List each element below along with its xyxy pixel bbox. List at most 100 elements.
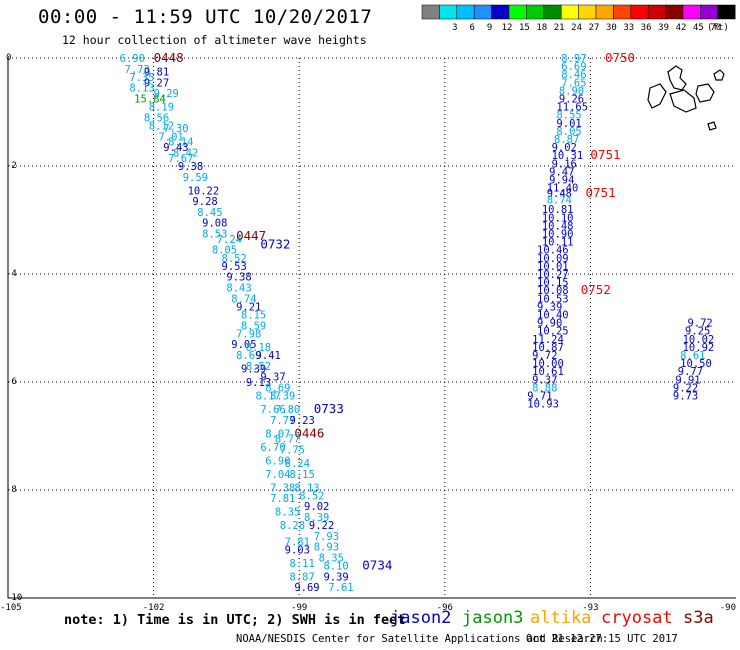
- wave-height-label: 9.43: [163, 142, 188, 154]
- wave-height-label: 9.25: [685, 326, 710, 338]
- wave-height-label: 15.84: [134, 94, 166, 106]
- wave-height-label: 7.81: [270, 493, 295, 505]
- y-tick-label: -2: [6, 161, 17, 171]
- chart-subtitle: 12 hour collection of altimeter wave hei…: [62, 33, 367, 47]
- wave-height-label: 7.24: [217, 234, 242, 246]
- color-bin-label: 45: [693, 23, 704, 33]
- pass-time-label: 0751: [590, 147, 620, 162]
- y-tick-label: 0: [6, 53, 11, 63]
- x-tick-label: -102: [143, 603, 165, 613]
- wave-height-label: 10.87: [532, 342, 564, 354]
- wave-height-label: 8.39: [304, 512, 329, 524]
- color-bin-label: 70: [710, 23, 721, 33]
- wave-height-label: 8.10: [323, 561, 348, 573]
- color-bin: [717, 4, 736, 20]
- x-tick-label: -96: [437, 603, 453, 613]
- wave-height-label: 9.59: [183, 172, 208, 184]
- wave-height-label: 9.41: [256, 350, 281, 362]
- galapagos-island: [667, 65, 687, 91]
- wave-height-label: 7.66: [260, 404, 285, 416]
- wave-height-label: 11.65: [556, 102, 588, 114]
- legend-cryosat: cryosat: [601, 608, 673, 628]
- wave-height-label: 8.05: [556, 126, 581, 138]
- wave-height-label: 8.15: [289, 469, 314, 481]
- wave-height-label: 10.50: [680, 358, 712, 370]
- color-bin-label: 30: [606, 23, 617, 33]
- wave-height-label: 8.69: [236, 350, 261, 362]
- wave-height-label: 10.00: [532, 358, 564, 370]
- color-bin: [682, 4, 701, 20]
- wave-height-label: 8.12: [149, 121, 174, 133]
- pass-time-label: 0752: [581, 282, 611, 297]
- wave-height-label: 8.74: [547, 194, 572, 206]
- color-bin: [526, 4, 545, 20]
- wave-height-label: 9.05: [231, 339, 256, 351]
- wave-height-label: 8.19: [149, 102, 174, 114]
- color-bin-label: 15: [519, 23, 530, 33]
- legend-jason2: jason2: [390, 608, 452, 628]
- wave-height-label: 6.90: [265, 455, 290, 467]
- pass-time-label: 0734: [362, 558, 392, 573]
- axis-tick-labels: -105 -102 -99 -96 -93 -90 0 -2 -4 -6 -8 -10: [0, 53, 736, 613]
- legend-s3a: s3a: [683, 608, 714, 628]
- color-bin: [560, 4, 579, 20]
- wave-height-label: 10.93: [527, 399, 559, 411]
- wave-height-label: 8.74: [231, 293, 256, 305]
- coastline-map: [647, 65, 725, 131]
- wave-height-label: 10.31: [552, 150, 584, 162]
- wave-height-label: 9.37: [260, 372, 285, 384]
- wave-height-label: 10.09: [537, 253, 569, 265]
- pass-time-label: 0448: [154, 50, 184, 65]
- wave-height-label: 8.15: [241, 310, 266, 322]
- note-text: note: 1) Time is in UTC; 2) SWH is in fe…: [64, 612, 406, 628]
- wave-height-label: 9.73: [673, 391, 698, 403]
- wave-height-label: 8.18: [246, 342, 271, 354]
- wave-height-label: 8.90: [559, 85, 584, 97]
- grid-lines: [8, 57, 736, 598]
- color-bin: [665, 4, 684, 20]
- wave-height-label: 10.61: [532, 366, 564, 378]
- wave-height-label: 8.88: [532, 382, 557, 394]
- wave-height-label: 8.13: [294, 482, 319, 494]
- wave-height-label: 9.39: [241, 364, 266, 376]
- wave-height-label: 8.61: [680, 350, 705, 362]
- color-bin-label: 27: [589, 23, 600, 33]
- wave-height-label: 10.48: [542, 220, 574, 232]
- wave-height-label: 6.90: [120, 53, 145, 65]
- chart-title: 00:00 - 11:59 UTC 10/20/2017: [38, 6, 373, 28]
- color-bin-label: 39: [658, 23, 669, 33]
- wave-height-label: 7.67: [168, 153, 193, 165]
- wave-height-label: 9.53: [222, 261, 247, 273]
- color-bin: [700, 4, 719, 20]
- y-tick-label: -8: [6, 485, 17, 495]
- footer-credit: NOAA/NESDIS Center for Satellite Applica…: [236, 633, 603, 645]
- color-bin-label: 6: [469, 23, 474, 33]
- wave-height-label: 8.52: [222, 253, 247, 265]
- wave-height-label: 7.04: [265, 469, 290, 481]
- wave-height-label: 9.72: [687, 318, 712, 330]
- wave-height-label: 9.37: [532, 374, 557, 386]
- wave-height-label: 9.28: [192, 196, 217, 208]
- wave-height-label: 10.22: [188, 185, 220, 197]
- pass-time-label: 0447: [236, 228, 266, 243]
- wave-height-label: 8.43: [226, 283, 251, 295]
- color-bin-label: 21: [554, 23, 565, 33]
- color-bin-label: 36: [641, 23, 652, 33]
- wave-height-label: 8.13: [129, 83, 154, 95]
- x-tick-label: -93: [582, 603, 598, 613]
- x-tick-label: -99: [291, 603, 307, 613]
- wave-height-label: 7.98: [236, 328, 261, 340]
- wave-height-label: 8.05: [212, 245, 237, 257]
- x-tick-label: -90: [720, 603, 736, 613]
- y-tick-label: -10: [6, 593, 22, 603]
- wave-height-label: 9.38: [226, 272, 251, 284]
- wave-height-label: 8.35: [275, 507, 300, 519]
- wave-height-label: 9.77: [678, 366, 703, 378]
- color-bin-label: 12: [502, 23, 513, 33]
- pass-time-label: 0751: [586, 185, 616, 200]
- color-bin: [613, 4, 632, 20]
- wave-height-label: 9.91: [675, 374, 700, 386]
- wave-height-label: 9.39: [323, 571, 348, 583]
- wave-height-label: 7.65: [561, 77, 586, 89]
